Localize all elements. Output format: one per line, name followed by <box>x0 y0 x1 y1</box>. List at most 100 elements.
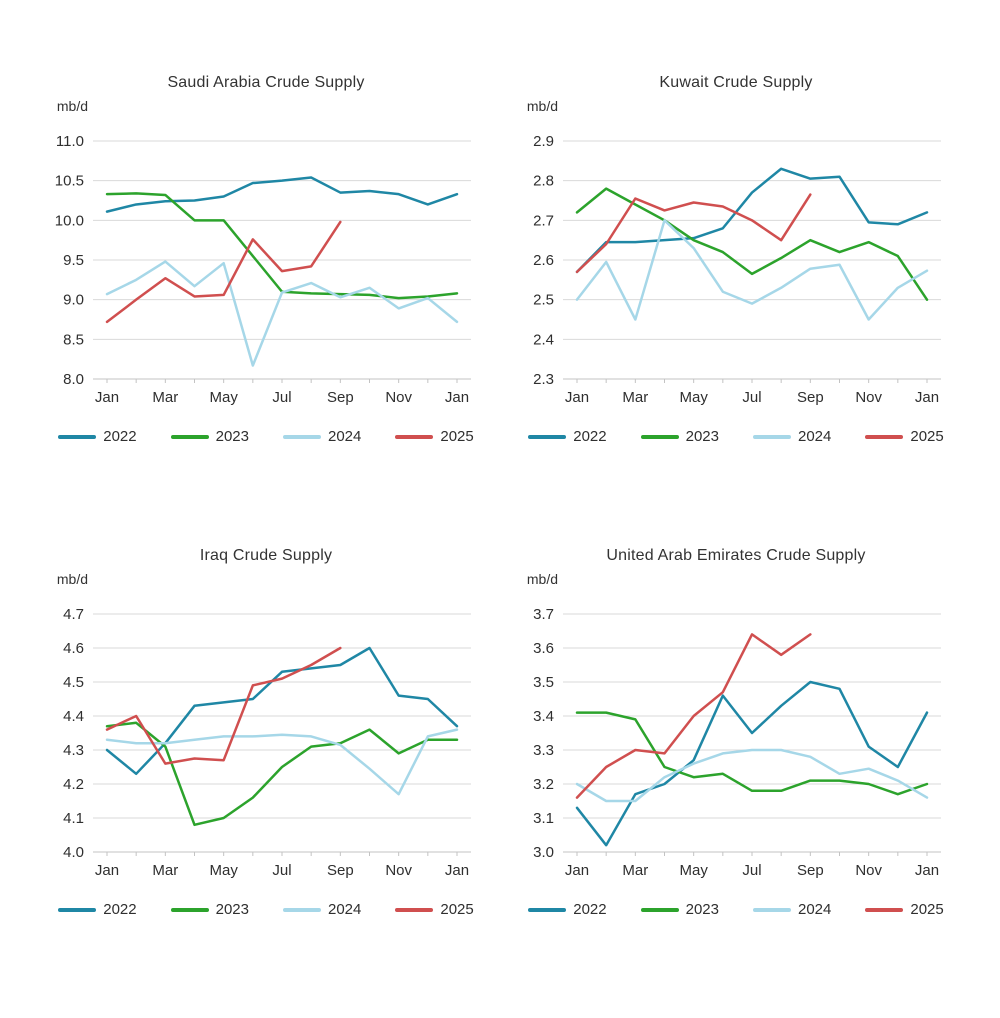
x-tick-label: May <box>209 389 238 406</box>
legend-label: 2025 <box>910 901 944 918</box>
series-line-2024 <box>575 219 929 321</box>
legend-swatch-2023 <box>170 907 209 912</box>
y-tick-label: 8.0 <box>63 371 84 388</box>
chart-panel-saudi-arabia: Saudi Arabia Crude Supply mb/d 8.0 8.5 9.0… <box>31 72 501 545</box>
y-tick-label: 3.0 <box>533 844 554 861</box>
legend-swatch-2024 <box>753 434 791 439</box>
legend-label: 2022 <box>103 901 137 918</box>
legend-swatch-2022 <box>528 434 567 439</box>
y-tick-label: 3.7 <box>533 606 554 623</box>
y-axis-unit-label: mb/d <box>526 571 558 587</box>
y-tick-label: 3.2 <box>533 776 554 793</box>
x-tick-label: Jan <box>445 389 469 406</box>
y-tick-label: 10.5 <box>55 173 84 190</box>
series-line-2022 <box>575 680 929 847</box>
legend-swatch-2022 <box>58 434 97 439</box>
legend-item-2023: 2023 <box>170 901 249 918</box>
chart-panel-iraq: Iraq Crude Supply mb/d 4.0 4.1 4.2 4.3 4.4 4.… <box>31 545 501 1018</box>
x-tick-label: May <box>679 862 708 879</box>
series-line-2023 <box>105 721 459 827</box>
y-tick-label: 2.7 <box>533 212 554 229</box>
series-line-2024 <box>575 748 929 803</box>
chart-legend: 2022 2023 2024 2025 <box>501 428 971 445</box>
x-tick-label: Jan <box>915 862 939 879</box>
x-tick-label: Mar <box>622 862 648 879</box>
x-tick-label: Sep <box>797 389 824 406</box>
series-line-2022 <box>105 176 459 213</box>
x-tick-label: Sep <box>797 862 824 879</box>
y-tick-label: 4.1 <box>63 810 84 827</box>
y-tick-label: 4.3 <box>63 742 84 759</box>
chart-legend: 2022 2023 2024 2025 <box>31 901 501 918</box>
legend-item-2024: 2024 <box>753 901 831 918</box>
x-tick-label: Jul <box>742 862 761 879</box>
y-tick-label: 10.0 <box>55 212 84 229</box>
legend-swatch-2023 <box>170 434 209 439</box>
y-tick-label: 4.5 <box>63 674 84 691</box>
legend-item-2022: 2022 <box>528 901 607 918</box>
x-tick-label: Jul <box>742 389 761 406</box>
legend-item-2025: 2025 <box>865 428 944 445</box>
series-line-2024 <box>105 728 459 796</box>
legend-item-2024: 2024 <box>283 901 361 918</box>
chart-panel-kuwait: Kuwait Crude Supply mb/d 2.3 2.4 2.5 2.6 2.7… <box>501 72 971 545</box>
x-tick-label: Jan <box>95 389 119 406</box>
chart-title: Kuwait Crude Supply <box>659 74 813 91</box>
x-tick-label: Mar <box>152 389 178 406</box>
x-tick-label: Jan <box>445 862 469 879</box>
y-tick-label: 3.5 <box>533 674 554 691</box>
legend-swatch-2025 <box>865 907 904 912</box>
legend-label: 2022 <box>103 428 137 445</box>
x-tick-label: Nov <box>855 862 882 879</box>
legend-item-2022: 2022 <box>58 901 137 918</box>
y-tick-label: 4.4 <box>63 708 84 725</box>
x-tick-label: Sep <box>327 862 354 879</box>
x-tick-label: Jul <box>272 862 291 879</box>
legend-label: 2024 <box>798 901 832 918</box>
series-line-2025 <box>105 220 342 324</box>
legend-item-2023: 2023 <box>170 428 249 445</box>
chart-title: Iraq Crude Supply <box>199 547 333 564</box>
chart-title: United Arab Emirates Crude Supply <box>606 547 866 564</box>
legend-label: 2023 <box>215 901 249 918</box>
y-tick-label: 2.5 <box>533 292 554 309</box>
legend-swatch-2024 <box>283 434 321 439</box>
legend-label: 2025 <box>910 428 944 445</box>
y-tick-label: 9.0 <box>63 292 84 309</box>
y-tick-label: 2.4 <box>533 331 554 348</box>
y-tick-label: 2.9 <box>533 133 554 150</box>
legend-label: 2022 <box>573 428 607 445</box>
series-line-2023 <box>575 187 929 301</box>
legend-item-2024: 2024 <box>283 428 361 445</box>
chart-title: Saudi Arabia Crude Supply <box>167 74 365 91</box>
y-tick-label: 4.6 <box>63 640 84 657</box>
saudi-arabia-line-chart: 8.0 8.5 9.0 9.5 10.0 10.5 11.0 Jan Mar May Jul Sep N… <box>55 133 471 406</box>
x-tick-label: Jan <box>565 862 589 879</box>
legend-swatch-2022 <box>528 907 567 912</box>
x-tick-label: Jan <box>95 862 119 879</box>
series-line-2025 <box>105 646 342 765</box>
y-tick-label: 4.7 <box>63 606 84 623</box>
legend-swatch-2022 <box>58 907 97 912</box>
legend-label: 2025 <box>440 428 474 445</box>
legend-item-2022: 2022 <box>528 428 607 445</box>
legend-item-2025: 2025 <box>395 428 474 445</box>
x-tick-label: Nov <box>855 389 882 406</box>
uae-line-chart: 3.0 3.1 3.2 3.3 3.4 3.5 3.6 3.7 Jan Mar May Jul Sep N… <box>533 606 941 879</box>
iraq-line-chart: 4.0 4.1 4.2 4.3 4.4 4.5 4.6 4.7 Jan Mar May Jul Sep N… <box>63 606 471 879</box>
x-tick-label: Mar <box>622 389 648 406</box>
series-line-2023 <box>575 711 929 796</box>
legend-item-2025: 2025 <box>865 901 944 918</box>
x-tick-label: Nov <box>385 389 412 406</box>
x-tick-label: Jul <box>272 389 291 406</box>
y-axis-unit-label: mb/d <box>56 571 88 587</box>
y-tick-label: 2.3 <box>533 371 554 388</box>
legend-swatch-2023 <box>640 434 679 439</box>
legend-swatch-2025 <box>395 907 434 912</box>
x-tick-label: May <box>209 862 238 879</box>
chart-panel-uae: United Arab Emirates Crude Supply mb/d 3… <box>501 545 971 1018</box>
legend-swatch-2024 <box>283 907 321 912</box>
legend-label: 2023 <box>685 428 719 445</box>
legend-swatch-2024 <box>753 907 791 912</box>
